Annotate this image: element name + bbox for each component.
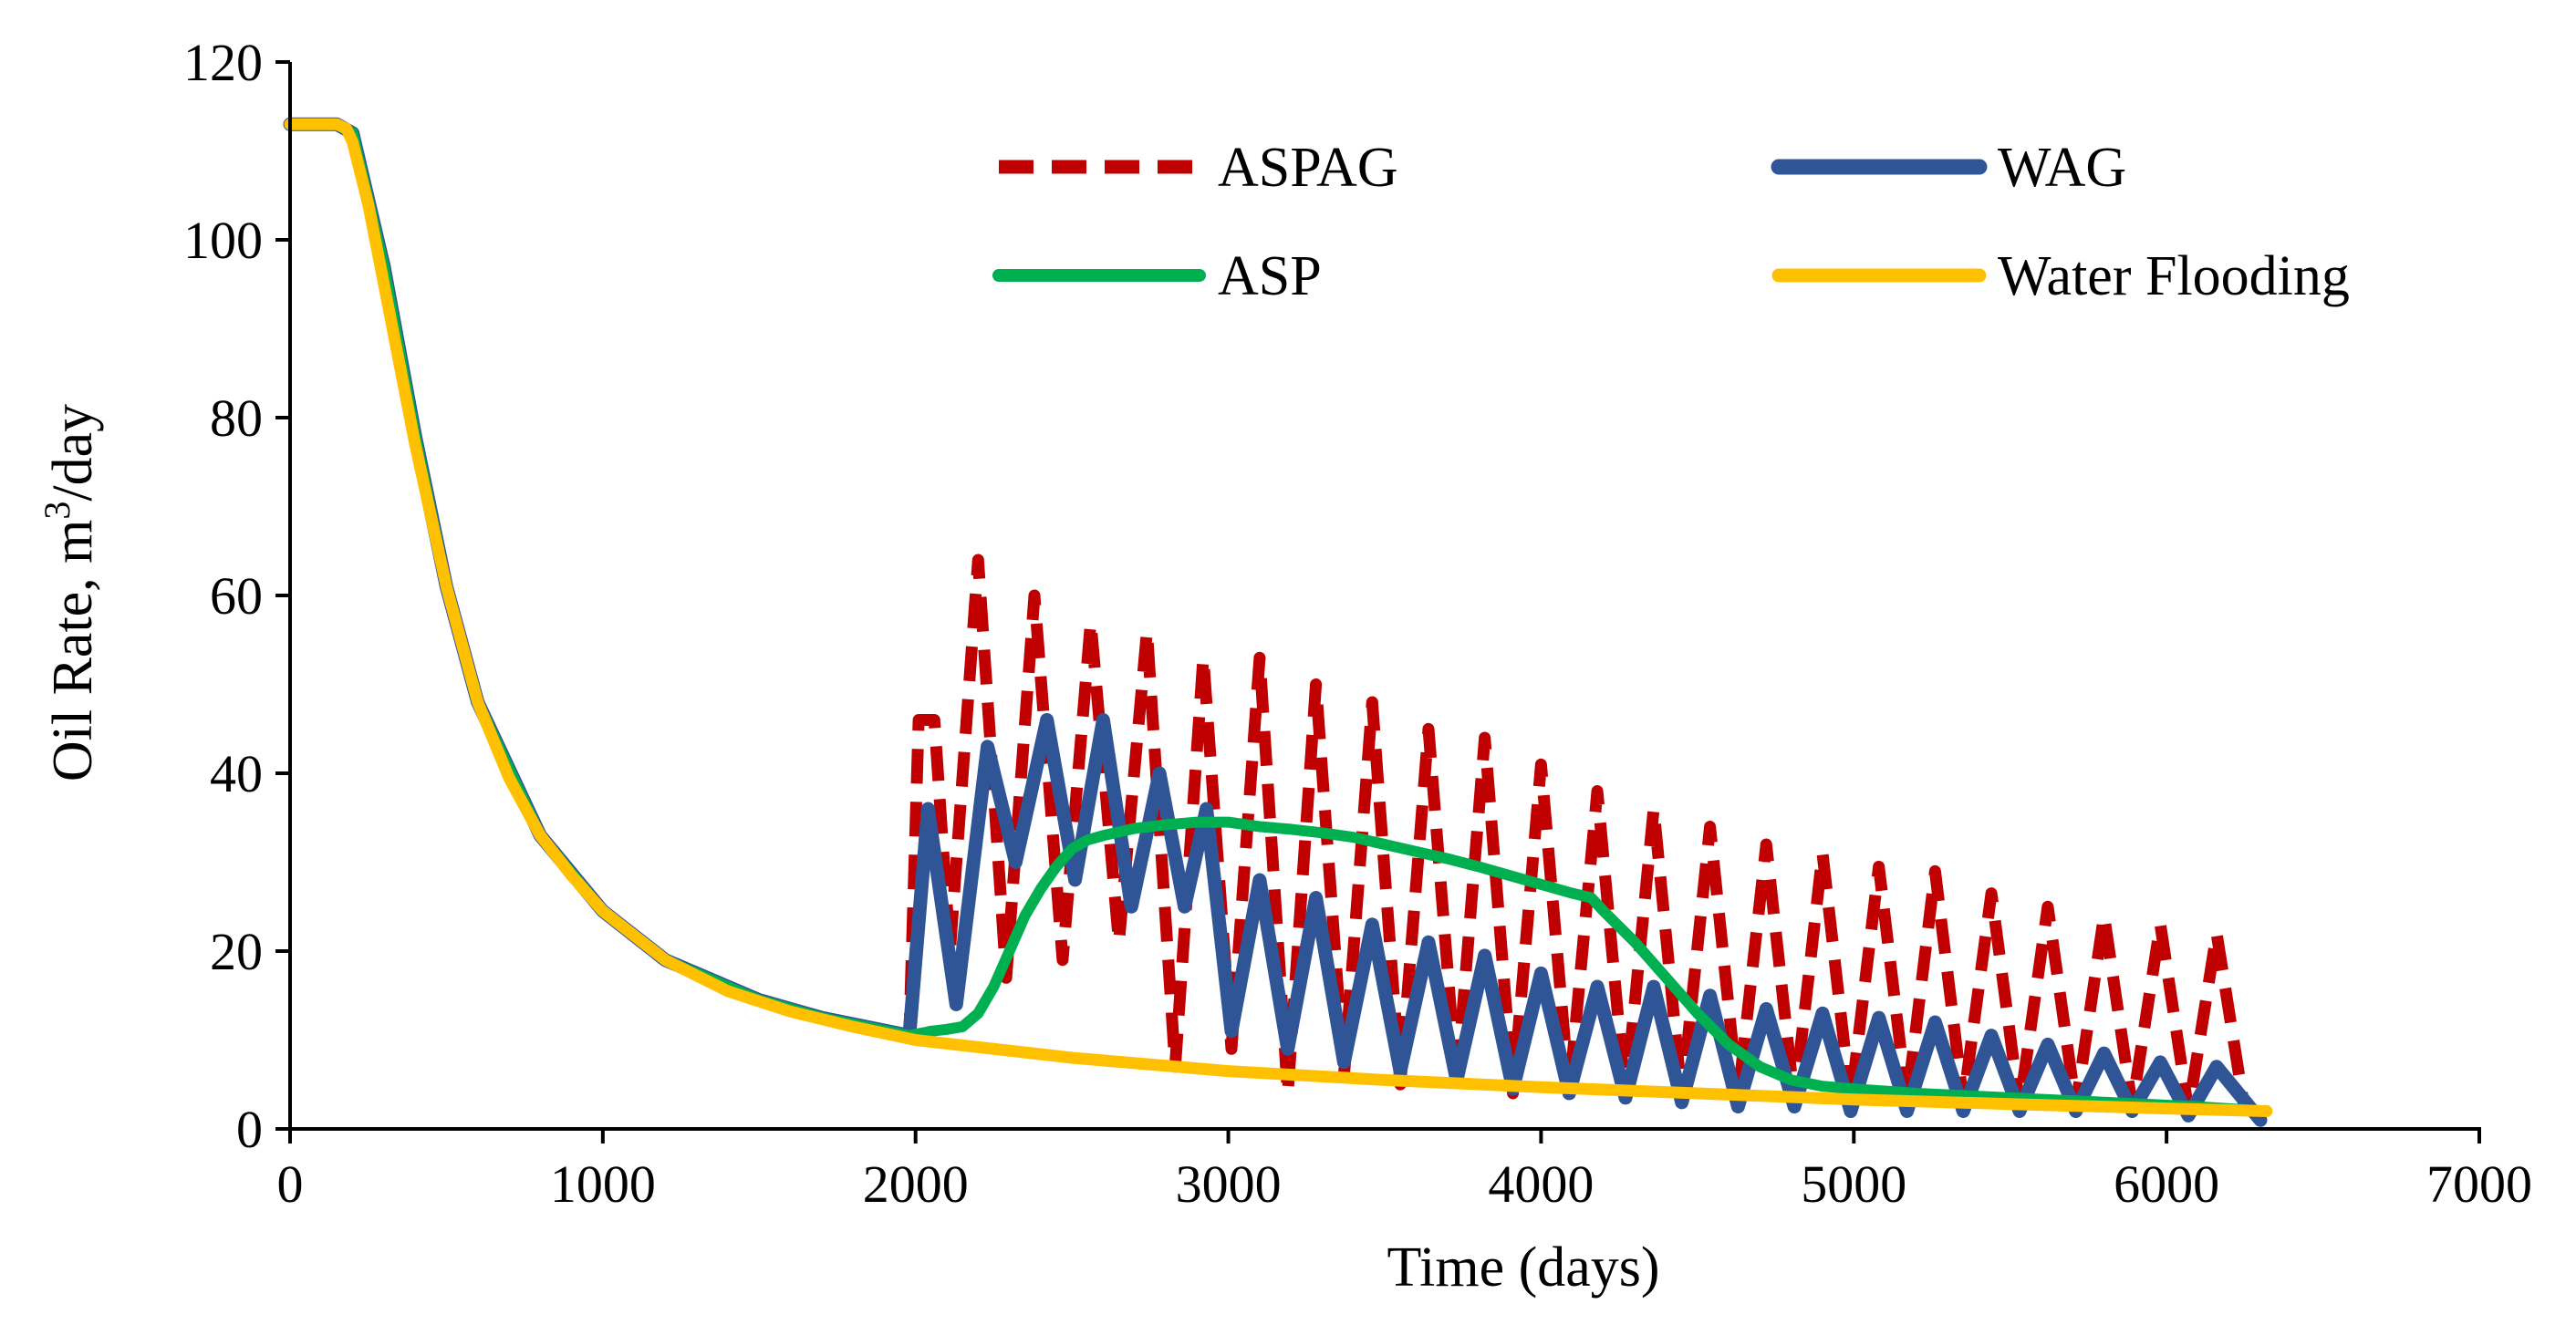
y-axis-title: Oil Rate, m3/day bbox=[36, 404, 104, 781]
legend-item-water-flooding: Water Flooding bbox=[1771, 245, 2350, 307]
y-tick-label: 120 bbox=[183, 33, 263, 92]
y-axis-title-unit: /day bbox=[42, 404, 104, 502]
legend-label-asp: ASP bbox=[1218, 245, 1322, 307]
series-line-water-flooding bbox=[284, 118, 2273, 1117]
legend-item-aspag: ASPAG bbox=[999, 137, 1398, 199]
x-tick-label: 6000 bbox=[2114, 1154, 2219, 1214]
y-tick-label: 80 bbox=[210, 388, 263, 448]
legend-item-wag: WAG bbox=[1771, 137, 2126, 199]
legend-label-wag: WAG bbox=[1998, 137, 2126, 199]
x-tick-label: 4000 bbox=[1488, 1154, 1594, 1214]
x-tick-label: 3000 bbox=[1176, 1154, 1282, 1214]
legend-label-water-flooding: Water Flooding bbox=[1998, 245, 2350, 307]
y-tick-label: 100 bbox=[183, 211, 263, 270]
y-axis-title-main: Oil Rate, m bbox=[42, 520, 104, 782]
y-tick-label: 20 bbox=[210, 922, 263, 981]
x-tick-label: 0 bbox=[277, 1154, 304, 1214]
x-tick-label: 7000 bbox=[2426, 1154, 2532, 1214]
x-tick-label: 5000 bbox=[1801, 1154, 1906, 1214]
legend-item-asp: ASP bbox=[992, 245, 1322, 307]
series-layer bbox=[283, 117, 2273, 1127]
y-tick-label: 40 bbox=[210, 744, 263, 803]
legend-label-aspag: ASPAG bbox=[1218, 137, 1398, 199]
y-tick-label: 60 bbox=[210, 566, 263, 626]
x-tick-label: 2000 bbox=[863, 1154, 969, 1214]
legend: ASPAG WAG ASP Water Flooding bbox=[992, 137, 2350, 307]
y-ticks: 0 20 40 60 80 100 120 bbox=[183, 33, 290, 1159]
x-tick-label: 1000 bbox=[550, 1154, 656, 1214]
y-axis-title-superscript: 3 bbox=[36, 502, 78, 520]
x-ticks: 0 1000 2000 3000 4000 5000 6000 7000 bbox=[277, 1129, 2532, 1214]
x-axis-title: Time (days) bbox=[1387, 1237, 1659, 1299]
axes: 0 20 40 60 80 100 120 0 1000 2000 3000 4000 5000 600… bbox=[183, 33, 2532, 1214]
y-tick-label: 0 bbox=[236, 1100, 263, 1159]
